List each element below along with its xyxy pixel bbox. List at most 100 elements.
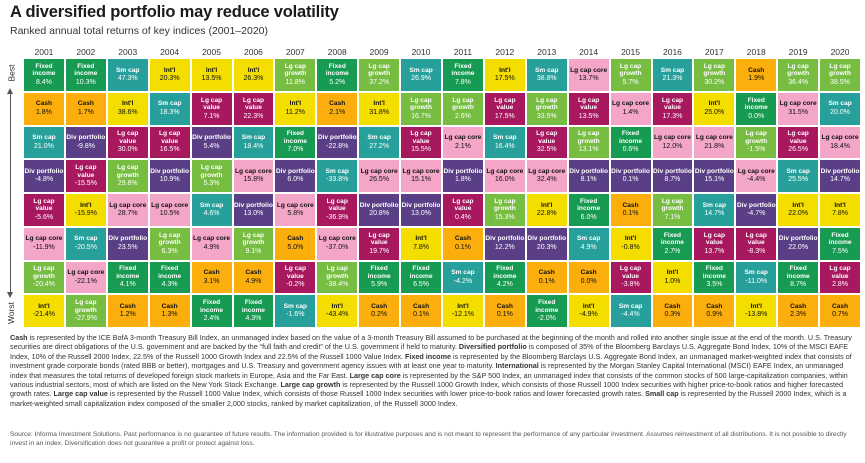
return-cell: Div portfolio -9.8% bbox=[65, 126, 106, 159]
page-title: A diversified portfolio may reduce volat… bbox=[10, 3, 339, 21]
asset-class-label: Int'l bbox=[415, 235, 427, 243]
asset-class-label: Lg cap core bbox=[695, 134, 733, 142]
return-cell: Sm cap -20.5% bbox=[65, 227, 106, 260]
return-value: 7.8% bbox=[413, 243, 430, 251]
return-cell: Div portfolio 22.0% bbox=[778, 227, 819, 260]
return-cell: Lg cap growth -20.4% bbox=[24, 261, 64, 294]
asset-class-label: Int'l bbox=[666, 269, 679, 277]
asset-class-label: Lg cap growth bbox=[745, 130, 768, 145]
return-value: -4.4% bbox=[621, 311, 640, 319]
asset-class-label: Fixed income bbox=[158, 265, 182, 280]
return-cell: Sm cap 16.4% bbox=[484, 126, 525, 159]
return-cell: Int'l 17.5% bbox=[484, 59, 525, 91]
return-cell: Lg cap growth 5.7% bbox=[610, 59, 651, 91]
return-cell: Int'l 22.0% bbox=[778, 194, 819, 226]
asset-class-label: Fixed income bbox=[577, 197, 601, 213]
asset-class-label: Sm cap bbox=[241, 134, 266, 142]
return-cell: Int'l 20.3% bbox=[149, 59, 190, 91]
return-cell: Lg cap core 26.5% bbox=[359, 160, 400, 192]
legend-definition: is represented by the Russell 1000 Value… bbox=[107, 389, 646, 399]
return-cell: Sm cap -4.2% bbox=[443, 261, 483, 294]
legend-notes: Cash is represented by the ICE BofA 3-mo… bbox=[10, 333, 856, 408]
asset-class-label: Sm cap bbox=[32, 134, 56, 142]
return-cell: Int'l 7.8% bbox=[401, 227, 441, 260]
return-cell: Div portfolio 8.7% bbox=[652, 160, 693, 192]
return-cell: Cash 0.1% bbox=[610, 194, 651, 226]
return-cell: Lg cap value -5.6% bbox=[24, 194, 64, 226]
asset-class-label: Div portfolio bbox=[234, 201, 273, 209]
return-value: 0.0% bbox=[580, 277, 597, 285]
return-value: 0.1% bbox=[413, 311, 430, 319]
asset-class-label: Cash bbox=[706, 302, 723, 310]
return-value: 19.7% bbox=[369, 247, 390, 255]
return-value: 7.1% bbox=[664, 213, 681, 221]
return-cell: Sm cap 38.8% bbox=[526, 59, 567, 91]
return-value: 18.4% bbox=[243, 142, 264, 150]
asset-class-label: Div portfolio bbox=[778, 235, 818, 243]
return-value: 28.7% bbox=[117, 210, 138, 218]
return-value: 5.3% bbox=[203, 180, 220, 188]
year-label: 2002 bbox=[76, 47, 96, 57]
return-cell: Fixed income 4.3% bbox=[149, 261, 190, 294]
asset-class-label: Lg cap growth bbox=[410, 96, 433, 112]
legend-term: Large cap core bbox=[349, 370, 401, 380]
return-value: 4.9% bbox=[580, 243, 597, 251]
return-cell: Sm cap 21.3% bbox=[652, 59, 693, 91]
return-value: 15.5% bbox=[411, 146, 431, 154]
asset-class-label: Int'l bbox=[205, 66, 218, 74]
asset-class-label: Div portfolio bbox=[694, 167, 734, 175]
return-value: 23.5% bbox=[117, 243, 138, 251]
return-cell: Lg cap core 31.5% bbox=[778, 92, 819, 125]
year-label: 2005 bbox=[202, 47, 221, 57]
asset-class-label: Int'l bbox=[834, 201, 846, 209]
return-value: 0.1% bbox=[454, 243, 471, 251]
return-value: 7.5% bbox=[832, 247, 849, 255]
asset-class-label: Lg cap core bbox=[612, 100, 650, 108]
return-cell: Div portfolio 20.8% bbox=[359, 194, 400, 226]
return-value: -4.4% bbox=[747, 176, 766, 184]
return-cell: Lg cap value -36.9% bbox=[317, 194, 358, 226]
return-value: -27.9% bbox=[74, 315, 97, 323]
asset-class-label: Cash bbox=[35, 100, 52, 108]
return-value: 14.7% bbox=[830, 176, 850, 184]
return-cell: Sm cap 26.9% bbox=[401, 59, 441, 91]
return-cell: Lg cap value 13.7% bbox=[694, 227, 735, 260]
asset-class-label: Int'l bbox=[373, 100, 385, 108]
asset-class-label: Lg cap value bbox=[117, 130, 139, 145]
return-value: 37.2% bbox=[369, 78, 390, 86]
return-cell: Fixed income 7.0% bbox=[275, 126, 316, 159]
return-value: 0.4% bbox=[454, 213, 471, 221]
asset-class-label: Lg cap core bbox=[276, 201, 314, 209]
return-cell: Div portfolio -22.8% bbox=[317, 126, 358, 159]
return-cell: Sm cap 20.0% bbox=[820, 92, 860, 125]
return-value: 8.4% bbox=[35, 78, 52, 86]
asset-class-label: Fixed income bbox=[535, 299, 559, 314]
return-cell: Lg cap growth -27.9% bbox=[65, 295, 106, 327]
year-label: 2009 bbox=[369, 47, 389, 57]
year-label: 2001 bbox=[34, 47, 54, 57]
return-cell: Lg cap value 15.5% bbox=[401, 126, 441, 159]
return-cell: Lg cap core -22.1% bbox=[65, 261, 106, 294]
asset-class-label: Int'l bbox=[541, 201, 553, 209]
asset-class-label: Fixed income bbox=[828, 231, 852, 247]
return-value: -15.5% bbox=[74, 180, 97, 188]
return-value: -21.4% bbox=[32, 311, 56, 319]
return-value: -1.6% bbox=[286, 311, 305, 319]
return-cell: Sm cap -4.4% bbox=[610, 295, 651, 327]
return-value: -12.1% bbox=[451, 311, 475, 319]
asset-class-label: Div portfolio bbox=[443, 167, 483, 175]
return-value: 14.7% bbox=[704, 210, 725, 218]
year-label: 2011 bbox=[453, 47, 473, 57]
return-value: 0.1% bbox=[496, 311, 513, 319]
year-header-row: 2001 2002 2003 2004 2005 2006 2007 2008 2009 2010… bbox=[24, 47, 860, 57]
return-cell: Div portfolio -4.7% bbox=[736, 194, 777, 226]
asset-class-label: Lg cap value bbox=[452, 197, 474, 213]
asset-class-label: Lg cap growth bbox=[326, 265, 349, 280]
return-cell: Fixed income 10.3% bbox=[65, 59, 106, 91]
return-cell: Fixed income 7.8% bbox=[443, 59, 483, 91]
legend-term: Large cap value bbox=[53, 389, 108, 399]
return-value: 15.1% bbox=[411, 176, 431, 184]
asset-class-label: Div portfolio bbox=[653, 167, 692, 175]
asset-class-label: Lg cap growth bbox=[116, 164, 139, 179]
asset-class-label: Fixed income bbox=[283, 130, 307, 145]
